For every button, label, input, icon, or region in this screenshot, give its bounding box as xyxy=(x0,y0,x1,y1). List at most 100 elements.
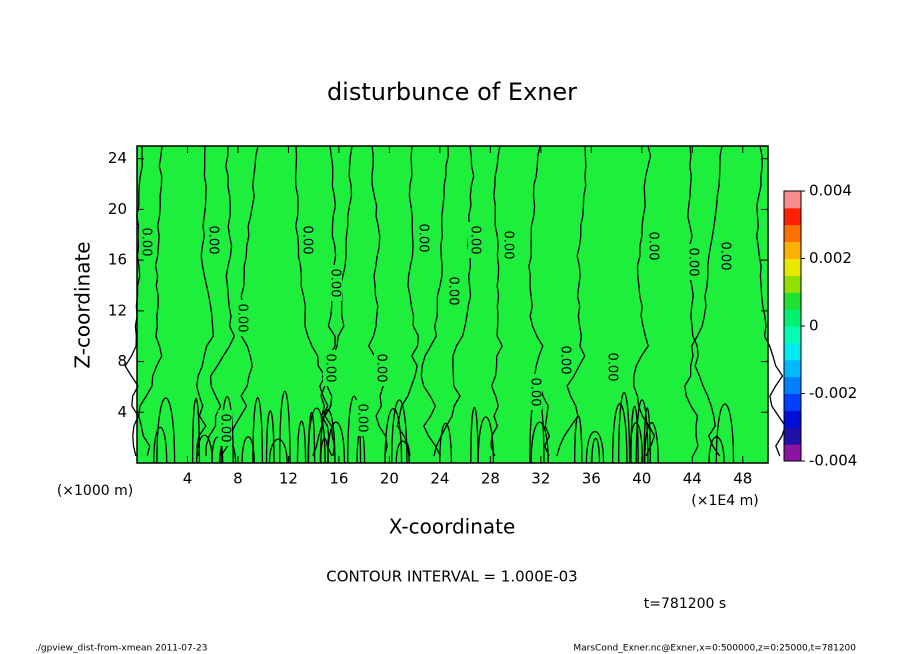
contour-label-bg xyxy=(355,400,369,436)
contour-label-bg xyxy=(218,410,232,446)
footer-left: ./gpview_dist-from-xmean 2011-07-23 xyxy=(35,644,207,654)
contour-label: 0.00 xyxy=(686,248,701,277)
y-tick-label: 4 xyxy=(117,403,127,421)
colorbar-level xyxy=(784,427,801,445)
contour-line xyxy=(191,397,201,464)
contour-line xyxy=(644,422,659,464)
colorbar-level xyxy=(784,241,801,259)
contour-line xyxy=(633,145,656,457)
contour-label: 0.00 xyxy=(323,354,338,383)
colorbar-level xyxy=(784,309,801,327)
contour-label: 0.00 xyxy=(446,277,461,306)
contour-line xyxy=(420,145,449,457)
contour-label: 0.00 xyxy=(646,232,661,261)
colorbar-level xyxy=(784,275,801,293)
contour-label: 0.00 xyxy=(718,242,733,271)
x-unit-left: (×1000 m) xyxy=(57,483,133,499)
contour-line xyxy=(279,390,291,464)
contour-line xyxy=(319,409,336,464)
x-tick-label: 44 xyxy=(683,470,702,488)
contour-line xyxy=(611,403,628,464)
x-tick-label: 28 xyxy=(481,470,500,488)
contour-label-bg xyxy=(206,222,220,258)
contour-line xyxy=(618,392,631,464)
contour-label-bg xyxy=(446,273,460,309)
x-tick-label: 20 xyxy=(380,470,399,488)
contour-label-bg xyxy=(528,374,542,410)
footer-right: MarsCond_Exner.nc@Exner,x=0:500000,z=0:2… xyxy=(573,644,856,654)
contour-line xyxy=(307,411,316,464)
contour-line xyxy=(395,440,410,464)
contour-line xyxy=(138,145,163,457)
contour-line xyxy=(477,416,495,464)
contour-line xyxy=(635,399,649,464)
contour-label: 0.00 xyxy=(558,346,573,375)
x-tick-label: 36 xyxy=(582,470,601,488)
x-tick-label: 16 xyxy=(329,470,348,488)
contour-line xyxy=(684,145,723,457)
x-tick-label: 32 xyxy=(531,470,550,488)
contour-line xyxy=(585,431,605,464)
contour-line xyxy=(196,145,214,457)
time-label: t=781200 s xyxy=(644,596,726,612)
colorbar-level xyxy=(784,376,801,394)
contour-line xyxy=(294,145,336,457)
chart-title: disturbunce of Exner xyxy=(327,78,577,106)
contour-label-bg xyxy=(558,342,572,378)
contour-line xyxy=(687,145,721,457)
contour-label-bg xyxy=(323,350,337,386)
colorbar-level xyxy=(784,326,801,344)
contour-line xyxy=(252,396,264,464)
colorbar-level xyxy=(784,292,801,310)
contour-label-bg xyxy=(374,350,388,386)
y-tick-label: 12 xyxy=(108,301,127,319)
colorbar-level xyxy=(784,342,801,361)
contour-label-bg xyxy=(328,265,342,301)
colorbar-level xyxy=(784,393,801,411)
colorbar-tick-label: 0.002 xyxy=(809,249,852,267)
contour-line xyxy=(391,399,408,464)
contour-label: 0.00 xyxy=(528,378,543,407)
contour-line xyxy=(715,403,735,464)
x-tick-label: 24 xyxy=(430,470,449,488)
x-tick-label: 12 xyxy=(279,470,298,488)
x-tick-label: 40 xyxy=(632,470,651,488)
contour-label-bg xyxy=(718,238,732,274)
contour-label-bg xyxy=(605,349,619,385)
contour-line xyxy=(156,397,176,464)
contour-label: 0.00 xyxy=(235,304,250,333)
contour-label-bg xyxy=(686,244,700,280)
contour-line xyxy=(756,145,787,457)
contour-line xyxy=(433,145,475,457)
x-tick-label: 8 xyxy=(233,470,243,488)
contour-label: 0.00 xyxy=(139,228,154,257)
contour-line xyxy=(643,407,651,464)
contour-label-bg xyxy=(139,224,153,260)
contour-line xyxy=(268,438,288,464)
plot-frame xyxy=(136,145,769,464)
colorbar-tick-label: 0 xyxy=(809,317,819,335)
contour-line xyxy=(591,438,601,464)
x-axis-label: X-coordinate xyxy=(389,515,516,539)
contour-line xyxy=(296,420,307,464)
contour-label: 0.00 xyxy=(605,353,620,382)
contour-label: 0.00 xyxy=(416,224,431,253)
x-unit-right: (×1E4 m) xyxy=(691,493,758,509)
contour-line xyxy=(528,145,551,457)
contour-line xyxy=(241,436,255,464)
contour-label: 0.00 xyxy=(218,414,233,443)
contour-label-bg xyxy=(501,227,515,263)
contour-line xyxy=(530,421,549,464)
contour-label-bg xyxy=(646,228,660,264)
contour-interval: CONTOUR INTERVAL = 1.000E-03 xyxy=(326,568,577,586)
contour-label: 0.00 xyxy=(468,226,483,255)
contour-label-bg xyxy=(300,222,314,258)
y-tick-label: 16 xyxy=(108,251,127,269)
contour-label: 0.00 xyxy=(355,404,370,433)
contour-line xyxy=(470,407,479,464)
y-tick-label: 24 xyxy=(108,149,127,167)
y-tick-label: 20 xyxy=(108,200,127,218)
colorbar-level xyxy=(784,224,801,243)
